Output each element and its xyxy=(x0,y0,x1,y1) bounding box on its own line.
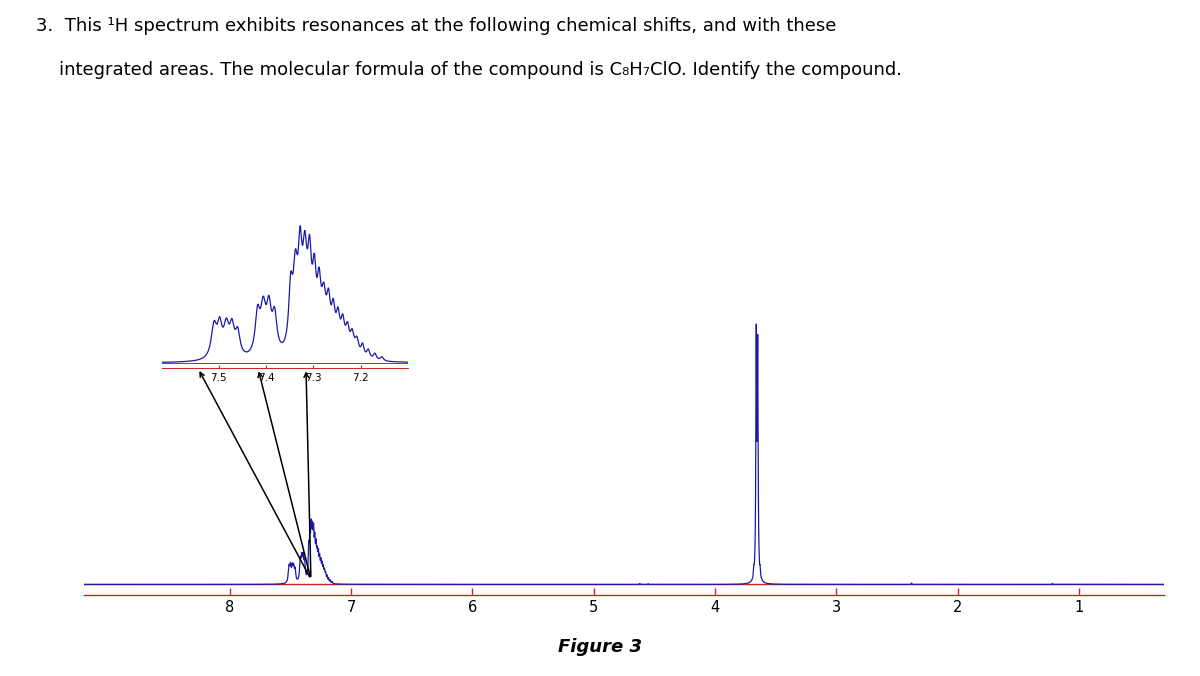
Text: integrated areas. The molecular formula of the compound is C₈H₇ClO. Identify the: integrated areas. The molecular formula … xyxy=(36,61,902,79)
Text: Figure 3: Figure 3 xyxy=(558,637,642,656)
Text: 3.  This ¹H spectrum exhibits resonances at the following chemical shifts, and w: 3. This ¹H spectrum exhibits resonances … xyxy=(36,17,836,35)
